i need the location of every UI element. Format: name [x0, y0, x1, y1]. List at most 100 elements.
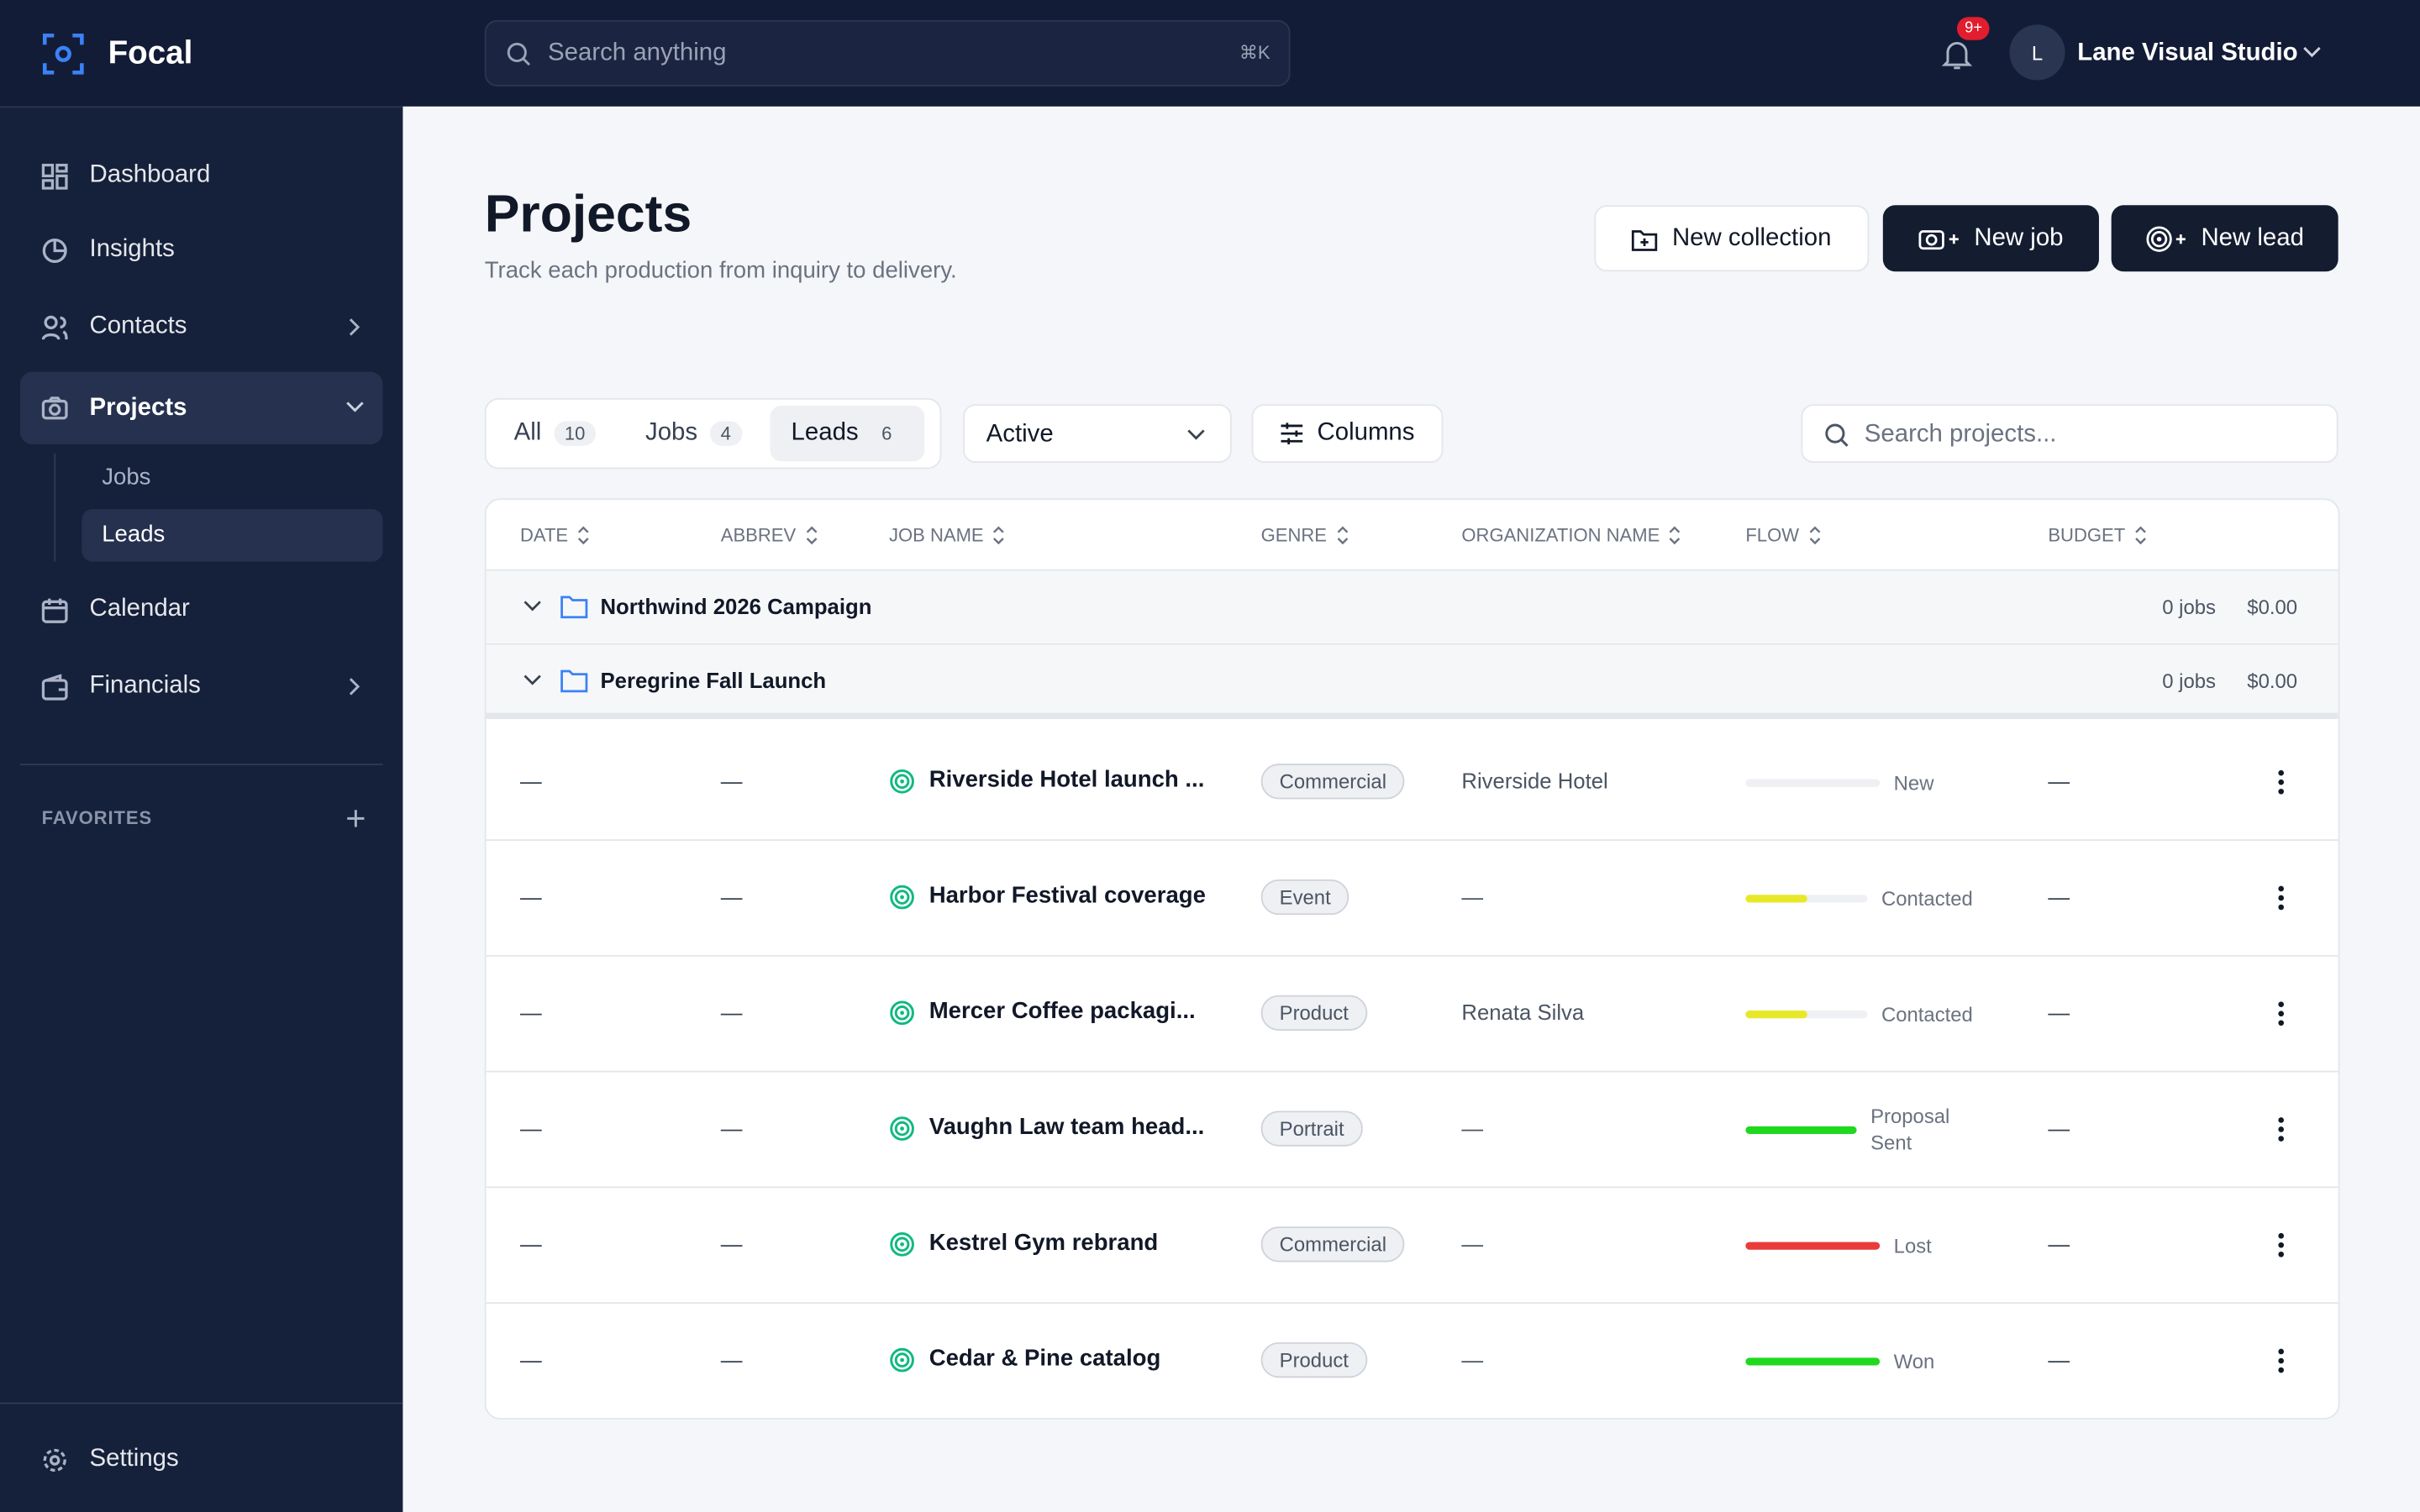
- nav-item[interactable]: Dashboard: [20, 140, 383, 211]
- add-favorite[interactable]: [345, 808, 366, 828]
- abbrev: —: [720, 1000, 743, 1025]
- flow-label: Contacted: [1881, 1002, 1973, 1026]
- button-label: New lead: [2201, 224, 2304, 251]
- nav-item[interactable]: Insights: [20, 214, 383, 285]
- app-name: Focal: [108, 35, 193, 71]
- row-menu[interactable]: [2276, 1117, 2286, 1142]
- new-lead-button[interactable]: New lead: [2111, 205, 2338, 272]
- new-collection-button[interactable]: New collection: [1594, 205, 1870, 272]
- sort-icon: [1809, 526, 1820, 545]
- column-header[interactable]: DATE: [520, 524, 590, 546]
- sub-nav-item[interactable]: Jobs: [102, 464, 151, 491]
- nav-item[interactable]: Calendar: [20, 574, 383, 644]
- column-header[interactable]: FLOW: [1745, 524, 1820, 546]
- job-name[interactable]: Mercer Coffee packagi...: [929, 998, 1196, 1025]
- sub-nav-item-active[interactable]: Leads: [82, 509, 383, 562]
- date: —: [519, 1000, 542, 1025]
- tab-label: Jobs: [645, 419, 698, 446]
- status-filter[interactable]: Active: [963, 404, 1232, 464]
- column-header[interactable]: ABBREV: [721, 524, 818, 546]
- nav-label: Settings: [89, 1446, 179, 1473]
- sidebar: Dashboard Insights Contacts Projects Job…: [0, 106, 403, 1512]
- budget: —: [2048, 884, 2070, 909]
- logo: [42, 33, 84, 75]
- table-row[interactable]: — — Kestrel Gym rebrand Commercial — Lost —: [486, 1188, 2338, 1305]
- flow-bar: [1745, 1357, 1881, 1366]
- flow-track: [1745, 1126, 1857, 1135]
- flow-bar: [1745, 1126, 1857, 1135]
- table-row[interactable]: — — Mercer Coffee packagi... Product Renata …: [486, 957, 2338, 1073]
- flow-track: [1745, 1011, 1868, 1019]
- group-budget: $0.00: [2247, 669, 2298, 693]
- sort-icon: [1670, 526, 1681, 545]
- genre-pill: Commercial: [1260, 1226, 1406, 1263]
- column-label: DATE: [519, 524, 569, 547]
- row-menu[interactable]: [2276, 769, 2286, 795]
- organization: —: [1461, 1231, 1484, 1257]
- date: —: [519, 1115, 542, 1141]
- expand-icon[interactable]: [523, 673, 542, 688]
- new-job-button[interactable]: New job: [1882, 205, 2099, 272]
- button-label: Columns: [1317, 419, 1415, 446]
- search-placeholder: Search projects...: [1864, 421, 2057, 448]
- flow-track: [1745, 1242, 1881, 1250]
- badge: 9+: [1956, 17, 1991, 40]
- column-header[interactable]: JOB NAME: [889, 524, 1005, 546]
- nav-item[interactable]: Financials: [20, 651, 383, 722]
- job-name[interactable]: Harbor Festival coverage: [929, 882, 1206, 909]
- columns-button[interactable]: Columns: [1251, 404, 1444, 464]
- nav-item[interactable]: Contacts: [20, 291, 383, 362]
- tab-count: 10: [553, 421, 597, 446]
- budget: —: [2048, 1347, 2070, 1372]
- folder-icon: [560, 669, 588, 693]
- project-search[interactable]: Search projects...: [1801, 404, 2338, 464]
- abbrev: —: [720, 884, 743, 909]
- tab[interactable]: All 10: [492, 406, 618, 461]
- row-menu[interactable]: [2276, 885, 2286, 911]
- job-name[interactable]: Riverside Hotel launch ...: [929, 766, 1205, 794]
- nav-item-active[interactable]: Projects: [19, 371, 383, 444]
- table-row[interactable]: — — Riverside Hotel launch ... Commercial Ri…: [486, 725, 2338, 842]
- row-menu[interactable]: [2276, 1001, 2286, 1026]
- expand-icon[interactable]: [523, 599, 542, 614]
- genre-pill: Product: [1260, 995, 1368, 1031]
- tab-count: 4: [709, 421, 742, 446]
- date: —: [519, 768, 542, 794]
- favorites-label: FAVORITES: [41, 806, 153, 829]
- lead-icon: [890, 769, 914, 794]
- button-label: New job: [1974, 224, 2064, 251]
- column-label: ORGANIZATION NAME: [1461, 524, 1660, 547]
- budget: —: [2048, 768, 2070, 794]
- flow-label: Lost: [1893, 1234, 1932, 1257]
- user-name[interactable]: Lane Visual Studio: [2077, 39, 2298, 66]
- button-label: New collection: [1671, 224, 1832, 251]
- nav-item[interactable]: Settings: [20, 1424, 383, 1494]
- nav-label: Insights: [89, 236, 175, 263]
- abbrev: —: [720, 1115, 743, 1141]
- genre-pill: Commercial: [1260, 764, 1406, 800]
- table-row[interactable]: — — Cedar & Pine catalog Product — Won —: [487, 1304, 2338, 1418]
- group-row[interactable]: Peregrine Fall Launch 0 jobs $0.00: [486, 644, 2338, 719]
- tab[interactable]: Leads 6: [769, 406, 925, 462]
- job-name[interactable]: Cedar & Pine catalog: [929, 1345, 1161, 1372]
- projects-table: DATE ABBREV JOB NAME GENRE ORGANIZATION NAME…: [484, 498, 2340, 1420]
- bell[interactable]: [1940, 37, 1974, 71]
- job-name[interactable]: Kestrel Gym rebrand: [929, 1229, 1159, 1257]
- column-header[interactable]: GENRE: [1261, 524, 1349, 546]
- row-menu[interactable]: [2276, 1232, 2286, 1257]
- table-row[interactable]: — — Harbor Festival coverage Event — Contacte…: [486, 841, 2338, 957]
- column-header[interactable]: BUDGET: [2048, 524, 2147, 546]
- date: —: [519, 1347, 542, 1372]
- group-row[interactable]: Northwind 2026 Campaign 0 jobs $0.00: [486, 570, 2338, 645]
- column-header[interactable]: ORGANIZATION NAME: [1461, 524, 1681, 546]
- page-subtitle: Track each production from inquiry to de…: [484, 257, 957, 284]
- table-row[interactable]: — — Vaughn Law team head... Portrait — Propos…: [486, 1073, 2338, 1189]
- tab[interactable]: Jobs 4: [623, 406, 763, 461]
- lead-icon: [890, 1000, 914, 1026]
- flow-label: Won: [1893, 1350, 1935, 1373]
- row-menu[interactable]: [2276, 1348, 2286, 1373]
- global-search[interactable]: Search anything ⌘K: [484, 19, 1291, 87]
- genre-pill: Portrait: [1260, 1110, 1363, 1147]
- job-name[interactable]: Vaughn Law team head...: [929, 1114, 1205, 1141]
